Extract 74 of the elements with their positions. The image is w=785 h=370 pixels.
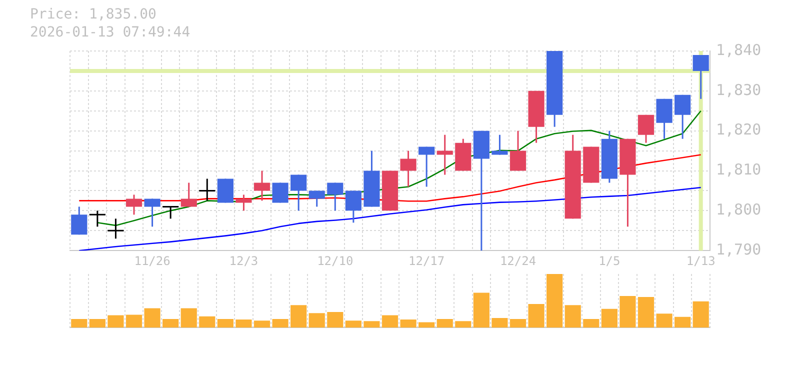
bar [564,305,581,328]
y-tick-label: 1,810 [716,160,762,179]
candlestick [418,146,435,188]
bar [674,316,691,328]
bar [162,319,179,328]
bar [400,320,416,328]
candlestick [345,190,362,224]
candlestick [88,210,106,228]
x-tick-label: 12/17 [408,254,445,268]
bar [290,305,307,328]
x-tick-label: 12/24 [500,254,536,268]
bar [144,308,160,328]
candlestick [308,190,325,208]
y-tick-label: 1,820 [716,120,762,139]
bar [364,321,380,328]
candlestick [692,54,709,100]
candlestick [180,182,197,208]
candlestick [436,134,453,176]
bar [492,318,508,328]
candlestick [327,182,344,212]
bar [601,308,618,328]
candlestick [674,94,691,140]
candlestick [236,194,252,212]
bar [126,314,142,328]
candlestick [492,134,508,156]
y-tick-label: 1,800 [716,200,762,219]
bar [382,315,398,328]
chart-title: Price: 1,835.00 [30,6,156,23]
bar [620,296,636,328]
candlestick [638,114,654,144]
candlestick [162,206,180,220]
candlestick [198,178,216,202]
y-tick-label: 1,790 [716,240,762,258]
bar [71,319,88,328]
candlestick [290,174,307,212]
bar [455,321,472,328]
chart-subtitle: 2026-01-13 07:49:44 [30,24,190,41]
x-tick-label: 1/13 [686,254,716,268]
bar [327,312,344,328]
bar [546,274,563,328]
bar [345,320,362,328]
bar [692,301,709,328]
candlestick [144,198,160,228]
x-tick-label: 12/3 [229,254,258,268]
bar [638,297,654,328]
candlestick [656,98,672,140]
x-tick-label: 11/26 [134,254,170,268]
candlestick [400,150,416,188]
bar [656,314,672,328]
bar [583,319,600,328]
bar [473,292,490,328]
bar [418,322,435,328]
y-tick-label: 1,840 [716,40,762,59]
bar [254,320,270,328]
bar [108,315,124,328]
x-tick-label: 1/5 [598,254,620,268]
candlestick [254,170,270,202]
candlestick [71,206,88,236]
bar [510,319,526,328]
y-tick-label: 1,830 [716,80,762,99]
bar [272,319,288,328]
x-tick-label: 12/10 [317,254,354,268]
bar [217,319,234,328]
bar [236,320,252,328]
bar [199,316,216,328]
bar [436,319,453,328]
candlestick [217,178,234,204]
candlestick [272,182,288,204]
bar [308,313,325,328]
candlestick [126,194,142,216]
bar [528,304,544,328]
bar [89,319,106,328]
bar [180,308,197,328]
candlestick [510,130,526,172]
